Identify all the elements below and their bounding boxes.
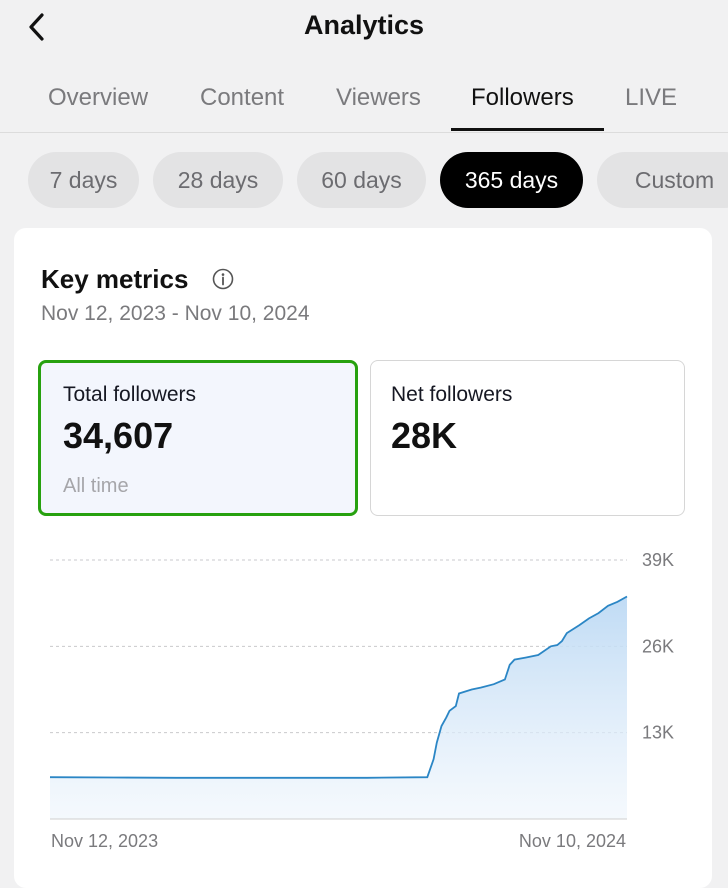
total-followers-label: Total followers xyxy=(63,383,197,406)
tab-viewers[interactable]: Viewers xyxy=(336,84,421,111)
date-range-selector: 7 days 28 days 60 days 365 days Custom xyxy=(0,152,728,208)
total-followers-tile[interactable]: Total followers 34,607 All time xyxy=(38,360,358,516)
total-followers-subtext: All time xyxy=(63,475,129,497)
tab-live[interactable]: LIVE xyxy=(625,84,678,111)
active-tab-indicator xyxy=(451,128,604,131)
chart-area-fill xyxy=(50,596,627,819)
followers-chart: 13K 26K 39K Nov 12, 2023 Nov 10, 2024 xyxy=(0,540,728,860)
y-tick-label: 26K xyxy=(642,636,674,656)
tab-overview[interactable]: Overview xyxy=(48,84,149,111)
range-chip-custom[interactable]: Custom xyxy=(597,152,728,208)
y-tick-label: 39K xyxy=(642,550,674,570)
tab-followers[interactable]: Followers xyxy=(471,84,574,111)
key-metrics-title: Key metrics xyxy=(41,264,189,294)
date-range-label: Nov 12, 2023 - Nov 10, 2024 xyxy=(41,302,310,325)
range-chip-7-days[interactable]: 7 days xyxy=(28,152,139,208)
tab-bar: Overview Content Viewers Followers LIVE xyxy=(0,72,728,133)
net-followers-tile[interactable]: Net followers 28K xyxy=(370,360,685,516)
total-followers-value: 34,607 xyxy=(63,415,174,456)
range-chip-365-days[interactable]: 365 days xyxy=(440,152,583,208)
info-icon[interactable] xyxy=(212,268,234,290)
followers-chart-svg: 13K 26K 39K Nov 12, 2023 Nov 10, 2024 xyxy=(49,550,674,851)
page-title: Analytics xyxy=(303,10,425,40)
y-tick-label: 13K xyxy=(642,723,674,743)
chevron-left-icon xyxy=(29,13,44,41)
x-axis-end-label: Nov 10, 2024 xyxy=(519,831,626,851)
key-metrics-card: Key metrics Nov 12, 2023 - Nov 10, 2024 … xyxy=(14,228,712,888)
tab-content[interactable]: Content xyxy=(200,84,285,111)
header: Analytics xyxy=(0,0,728,56)
back-button[interactable] xyxy=(22,10,54,44)
range-chip-28-days[interactable]: 28 days xyxy=(153,152,283,208)
chart-series-line xyxy=(49,595,628,779)
x-axis-start-label: Nov 12, 2023 xyxy=(51,831,158,851)
net-followers-label: Net followers xyxy=(391,383,513,406)
net-followers-value: 28K xyxy=(391,415,458,456)
range-chip-60-days[interactable]: 60 days xyxy=(297,152,426,208)
